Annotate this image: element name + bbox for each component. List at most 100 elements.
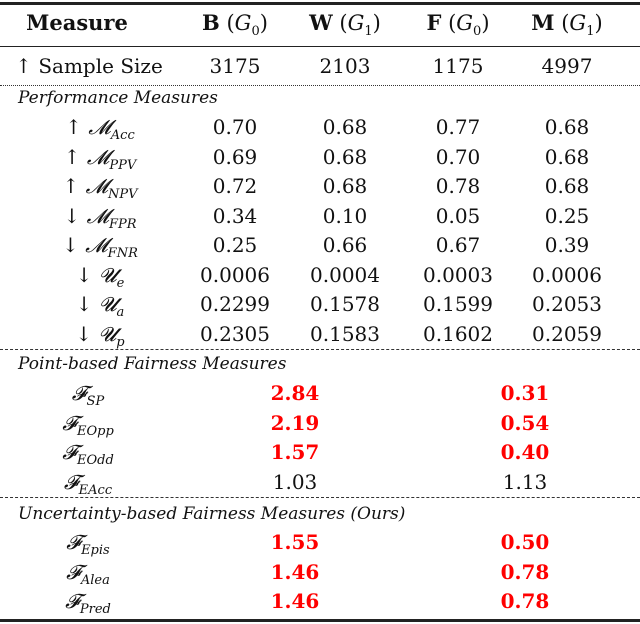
header-row: Measure B (G0) W (G1) F (G0) M (G1) (0, 9, 640, 39)
fairness-value: 0.50 (500, 530, 550, 554)
header-col-m: M (G1) (531, 10, 603, 39)
top-rule (0, 2, 640, 5)
arrow-down-icon: ↓ (75, 292, 93, 316)
measure-subscript: Pred (79, 602, 111, 617)
measure-label: ↑ 𝓜NPV (62, 172, 137, 209)
fairness-value: 0.40 (500, 440, 550, 464)
arrow-down-icon: ↓ (75, 262, 93, 287)
sample-size-label: ↑ Sample Size (15, 52, 163, 80)
measure-subscript: EOpp (76, 423, 114, 439)
cell-value: 0.68 (322, 144, 368, 169)
fairness-value: 0.54 (500, 410, 550, 435)
cell-value: 0.0004 (310, 262, 380, 287)
cell-value: 0.68 (544, 115, 590, 139)
sample-size-value: 2103 (319, 54, 371, 78)
cell-value: 0.34 (212, 203, 258, 228)
fairness-value: 1.57 (270, 440, 320, 464)
table-row: ↓ 𝓤e 0.0006 0.0004 0.0003 0.0006 (0, 261, 640, 291)
cell-value: 0.0006 (200, 262, 270, 287)
measure-symbol: 𝓜 (86, 144, 110, 169)
measure-symbol: 𝓤 (98, 262, 117, 287)
table-row: ↓ 𝓜FNR 0.25 0.66 0.67 0.39 (0, 231, 640, 261)
measure-symbol: 𝓕 (71, 381, 87, 405)
fairness-value: 1.46 (270, 589, 320, 613)
header-rule (0, 46, 640, 47)
sample-rule (0, 85, 640, 86)
sample-size-value: 3175 (209, 54, 261, 78)
cell-value: 0.78 (435, 174, 481, 198)
measure-symbol: 𝓜 (85, 233, 108, 257)
measure-symbol: 𝓕 (66, 530, 82, 554)
fairness-value: 2.19 (270, 410, 320, 435)
arrow-up-icon: ↑ (62, 174, 80, 198)
cell-value: 0.39 (544, 233, 590, 257)
measure-symbol: 𝓜 (88, 115, 111, 139)
measure-subscript: e (116, 275, 125, 291)
measure-label: ↓ 𝓜FPR (63, 202, 136, 239)
cell-value: 0.05 (435, 203, 481, 228)
measure-subscript: p (116, 334, 125, 350)
cell-value: 0.68 (544, 174, 590, 198)
table-row: 𝓕Pred 1.46 0.78 (0, 587, 640, 617)
measure-symbol: 𝓕 (65, 589, 80, 613)
fairness-value: 2.84 (270, 381, 320, 405)
sample-size-value: 1175 (432, 54, 484, 78)
cell-value: 0.1602 (423, 321, 493, 346)
table-row: 𝓕Epis 1.55 0.50 (0, 528, 640, 558)
arrow-up-icon: ↑ (15, 54, 32, 78)
measure-label: 𝓕EOpp (62, 409, 114, 446)
cell-value: 0.1599 (423, 292, 493, 316)
group-index: 0 (251, 24, 260, 39)
fairness-value: 1.55 (270, 530, 320, 554)
sample-size-value: 4997 (541, 54, 593, 78)
column-name: M (531, 10, 555, 35)
table-row: 𝓕EAcc 1.03 1.13 (0, 468, 640, 498)
header-col-w: W (G1) (309, 10, 381, 39)
section-point-based: Point-based Fairness Measures (18, 354, 287, 374)
cell-value: 0.0006 (532, 262, 602, 287)
measure-subscript: Acc (110, 128, 135, 143)
header-col-b: B (G0) (202, 10, 268, 39)
measure-label: ↓ 𝓤e (76, 261, 125, 298)
cell-value: 0.68 (322, 115, 368, 139)
column-name: B (202, 10, 220, 35)
cell-value: 0.69 (212, 144, 258, 169)
cell-value: 0.2305 (200, 321, 270, 346)
measure-label: ↑ 𝓜PPV (64, 143, 136, 180)
measure-subscript: FNR (107, 246, 138, 261)
measure-symbol: 𝓜 (85, 174, 109, 198)
measure-symbol: 𝓜 (86, 203, 109, 228)
measure-symbol: 𝓕 (62, 440, 77, 464)
measure-label: 𝓕EAcc (64, 468, 112, 505)
bottom-rule (0, 619, 640, 622)
sample-size-text: Sample Size (38, 54, 163, 78)
measure-label: ↓ 𝓤a (76, 290, 125, 327)
measure-symbol: 𝓕 (62, 410, 77, 435)
section-rule-2 (0, 497, 640, 498)
group-symbol: G (569, 11, 587, 35)
cell-value: 0.67 (435, 233, 481, 257)
cell-value: 0.68 (322, 174, 368, 198)
measure-subscript: EOdd (76, 453, 114, 468)
measure-label: ↓ 𝓜FNR (62, 231, 138, 268)
group-symbol: G (347, 11, 365, 35)
arrow-up-icon: ↑ (63, 144, 81, 169)
measure-label: ↓ 𝓤p (75, 320, 124, 357)
arrow-down-icon: ↓ (63, 203, 81, 228)
measure-subscript: Alea (80, 572, 110, 588)
fairness-value: 0.78 (500, 589, 550, 613)
cell-value: 0.25 (544, 203, 590, 228)
table-row: ↑ 𝓜PPV 0.69 0.68 0.70 0.68 (0, 143, 640, 173)
fairness-value: 1.03 (272, 469, 318, 494)
table-row: ↓ 𝓤p 0.2305 0.1583 0.1602 0.2059 (0, 320, 640, 350)
cell-value: 0.70 (435, 144, 481, 169)
column-name: W (309, 10, 333, 35)
cell-value: 0.10 (322, 203, 368, 228)
cell-value: 0.77 (435, 115, 481, 139)
measure-symbol: 𝓤 (98, 321, 117, 346)
table-row: ↓ 𝓤a 0.2299 0.1578 0.1599 0.2053 (0, 290, 640, 320)
cell-value: 0.72 (212, 174, 258, 198)
header-measure: Measure (26, 10, 128, 35)
measure-label: 𝓕SP (72, 379, 104, 416)
table-row: ↑ 𝓜NPV 0.72 0.68 0.78 0.68 (0, 172, 640, 202)
